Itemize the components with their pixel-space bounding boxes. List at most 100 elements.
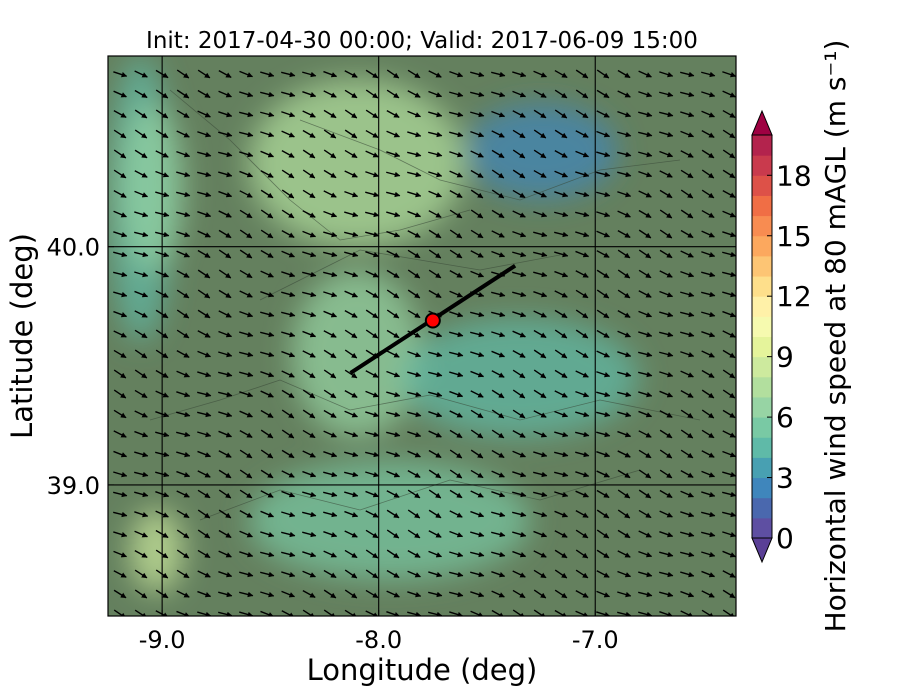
wind-vector xyxy=(596,590,610,598)
wind-vector xyxy=(281,429,295,439)
wind-vector xyxy=(638,269,652,279)
wind-vector xyxy=(344,349,358,359)
wind-vector xyxy=(638,469,652,479)
wind-vector xyxy=(617,330,631,338)
wind-vector xyxy=(239,131,254,138)
wind-vector xyxy=(365,431,380,438)
wind-vector xyxy=(155,491,170,498)
wind-vector xyxy=(554,290,568,298)
wind-vector xyxy=(554,589,568,599)
wind-vector xyxy=(260,249,274,259)
wind-vector xyxy=(302,369,316,379)
wind-vector xyxy=(239,429,253,439)
wind-vector xyxy=(407,391,422,398)
wind-vector xyxy=(302,450,316,458)
wind-vector xyxy=(722,491,736,498)
wind-vector xyxy=(659,311,674,318)
wind-vector xyxy=(365,411,380,418)
wind-vector xyxy=(176,329,190,339)
x-axis-ticks: -9.0 -8.0 -7.0 xyxy=(139,610,619,654)
wind-vector xyxy=(701,531,716,538)
wind-vector xyxy=(155,451,170,458)
wind-vector xyxy=(491,149,505,159)
wind-vector xyxy=(113,369,127,379)
wind-vector xyxy=(197,529,211,539)
wind-vector xyxy=(218,391,233,398)
wind-vector xyxy=(596,151,611,158)
wind-vector xyxy=(407,529,421,539)
wind-vector xyxy=(281,389,295,399)
wind-vector xyxy=(596,211,611,218)
wind-vector xyxy=(575,309,589,319)
wind-vector xyxy=(344,129,358,139)
wind-vector xyxy=(365,549,379,559)
wind-vector xyxy=(533,410,547,418)
wind-vector xyxy=(239,591,254,598)
wind-vector xyxy=(344,211,359,218)
wind-vector xyxy=(449,111,464,118)
wind-vector xyxy=(239,489,253,499)
wind-vector xyxy=(554,569,568,579)
x-tick-label: -9.0 xyxy=(139,626,186,654)
wind-vector xyxy=(701,91,716,98)
wind-vector xyxy=(407,151,422,158)
wind-vector xyxy=(134,410,148,418)
wind-vector xyxy=(722,71,736,78)
wind-vector xyxy=(533,90,547,98)
wind-vector xyxy=(512,409,526,419)
wind-vector xyxy=(554,69,568,79)
wind-vector xyxy=(701,369,715,379)
wind-vector xyxy=(176,431,191,438)
wind-vector xyxy=(722,271,736,278)
wind-vector xyxy=(134,430,149,438)
wind-vector xyxy=(239,170,254,178)
wind-vector xyxy=(260,531,275,538)
wind-vector xyxy=(176,231,191,238)
wind-vector xyxy=(113,210,127,218)
wind-vector xyxy=(155,411,170,418)
wind-vector xyxy=(554,211,569,218)
wind-vector xyxy=(281,331,296,338)
wind-vector xyxy=(596,309,610,319)
wind-vector xyxy=(680,331,695,338)
colorbar-segment xyxy=(752,356,772,378)
wind-vector xyxy=(218,351,233,358)
wind-vector xyxy=(155,349,169,359)
wind-vector xyxy=(428,391,443,398)
wind-vector xyxy=(134,550,148,558)
wind-vector xyxy=(239,310,254,318)
wind-vector xyxy=(302,291,317,298)
wind-vector xyxy=(428,489,442,499)
wind-vector xyxy=(722,291,736,298)
wind-vector xyxy=(239,91,254,98)
wind-vector xyxy=(533,451,548,458)
wind-vector xyxy=(155,471,170,478)
wind-vector xyxy=(218,289,232,299)
wind-vector xyxy=(344,589,358,599)
wind-vector xyxy=(239,530,253,538)
wind-vector xyxy=(470,169,484,179)
wind-vector xyxy=(512,149,526,159)
wind-vector xyxy=(302,570,316,578)
wind-vector xyxy=(428,550,442,558)
wind-vector xyxy=(533,251,548,258)
wind-vector xyxy=(218,550,232,558)
wind-vector xyxy=(659,510,673,518)
wind-vector xyxy=(134,290,149,298)
wind-vector xyxy=(470,270,485,278)
wind-vector xyxy=(197,350,211,358)
wind-vector xyxy=(197,330,211,338)
wind-vector xyxy=(428,411,443,418)
wind-vector xyxy=(197,590,212,598)
wind-vector xyxy=(260,311,275,318)
wind-vector xyxy=(428,351,443,358)
wind-vector xyxy=(491,350,505,358)
wind-vector xyxy=(554,150,568,158)
colorbar-segment xyxy=(752,175,772,196)
colorbar-segment xyxy=(752,135,772,156)
wind-vector xyxy=(323,471,338,478)
wind-vector xyxy=(575,211,590,218)
wind-vector xyxy=(407,509,421,519)
wind-vector xyxy=(617,509,631,519)
